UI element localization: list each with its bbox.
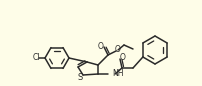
Text: O: O xyxy=(115,44,120,53)
Text: NH: NH xyxy=(112,69,123,79)
Text: O: O xyxy=(98,42,103,50)
Text: Cl: Cl xyxy=(32,53,40,63)
Text: S: S xyxy=(77,74,82,82)
Text: O: O xyxy=(119,53,125,63)
